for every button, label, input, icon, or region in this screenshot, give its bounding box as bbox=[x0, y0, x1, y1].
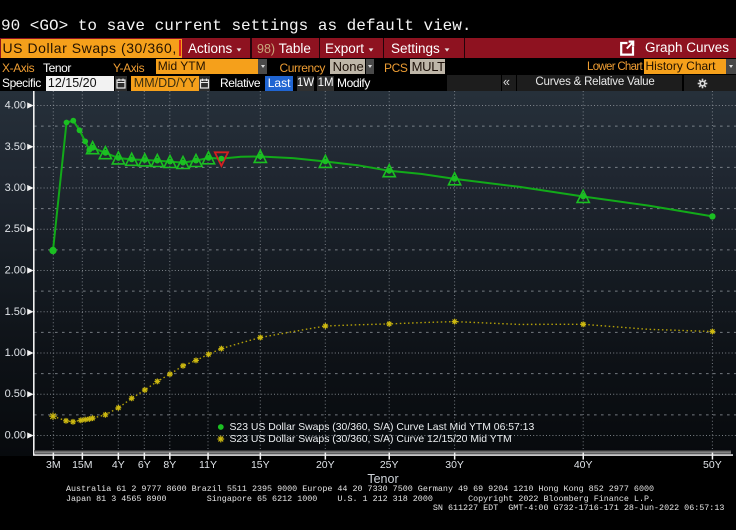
svg-text:15M: 15M bbox=[72, 459, 92, 471]
svg-text:40Y: 40Y bbox=[574, 459, 593, 471]
svg-text:30Y: 30Y bbox=[445, 459, 464, 471]
svg-text:Tenor: Tenor bbox=[367, 472, 398, 486]
svg-text:20Y: 20Y bbox=[316, 459, 335, 471]
svg-text:3M: 3M bbox=[46, 459, 61, 471]
svg-text:8Y: 8Y bbox=[163, 459, 176, 471]
svg-text:0.00: 0.00 bbox=[5, 430, 26, 442]
svg-text:4.00: 4.00 bbox=[5, 100, 26, 112]
svg-text:3.50: 3.50 bbox=[5, 141, 26, 153]
svg-text:0.50: 0.50 bbox=[5, 388, 26, 400]
svg-text:25Y: 25Y bbox=[380, 459, 399, 471]
svg-text:1.00: 1.00 bbox=[5, 347, 26, 359]
svg-text:S23 US Dollar Swaps (30/360, S: S23 US Dollar Swaps (30/360, S/A) Curve … bbox=[230, 422, 535, 433]
svg-text:4Y: 4Y bbox=[112, 459, 125, 471]
svg-text:11Y: 11Y bbox=[199, 459, 217, 471]
svg-text:2.50: 2.50 bbox=[5, 223, 26, 235]
svg-text:6Y: 6Y bbox=[138, 459, 151, 471]
svg-text:S23 US Dollar Swaps (30/360, S: S23 US Dollar Swaps (30/360, S/A) Curve … bbox=[230, 434, 512, 445]
svg-text:1.50: 1.50 bbox=[5, 306, 26, 318]
svg-text:15Y: 15Y bbox=[251, 459, 270, 471]
svg-text:3.00: 3.00 bbox=[5, 182, 26, 194]
svg-text:50Y: 50Y bbox=[703, 459, 722, 471]
svg-text:2.00: 2.00 bbox=[5, 265, 26, 277]
